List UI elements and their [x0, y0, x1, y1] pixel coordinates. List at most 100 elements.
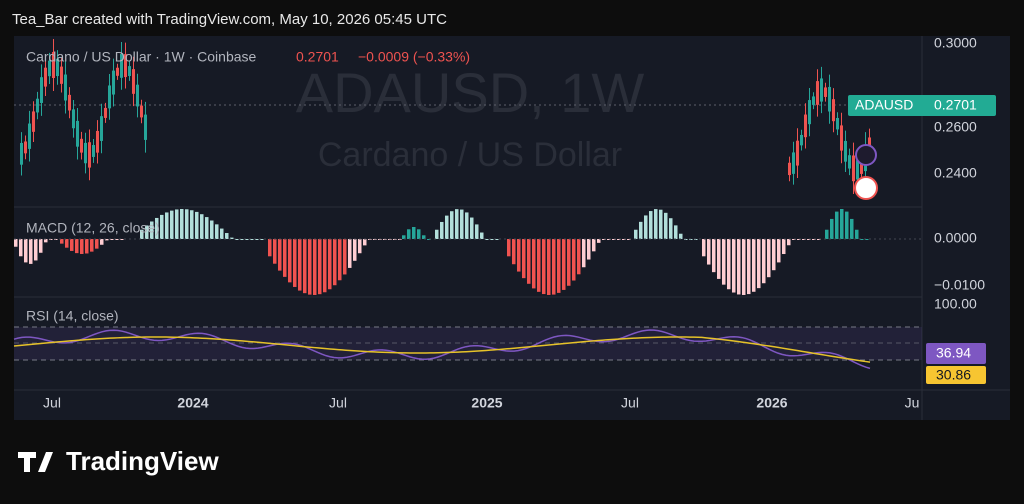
footer-logo: TradingView [66, 446, 219, 476]
macd-bar [527, 239, 531, 284]
macd-bar [328, 239, 332, 290]
candle-body [824, 87, 827, 97]
candle-body [812, 96, 815, 105]
rsi-tick: 100.00 [934, 296, 977, 312]
macd-bar [792, 239, 796, 240]
macd-bar [422, 235, 426, 239]
macd-bar [475, 224, 479, 239]
macd-tick: 0.0000 [934, 230, 977, 246]
macd-bar [160, 214, 164, 239]
candle-body [40, 77, 43, 103]
macd-bar [644, 215, 648, 239]
macd-bar [757, 239, 761, 289]
event-icon [855, 144, 877, 166]
candle-body [836, 117, 839, 130]
candle-body [84, 142, 87, 164]
macd-bar [34, 239, 38, 261]
candle-body [132, 69, 135, 94]
macd-bar [507, 239, 511, 257]
macd-bar [807, 239, 811, 240]
candle-body [36, 98, 39, 113]
macd-bar [450, 211, 454, 239]
macd-bar [772, 239, 776, 271]
price-tick: 0.3000 [934, 35, 977, 51]
candle-body [844, 140, 847, 162]
macd-bar [537, 239, 541, 292]
macd-bar [260, 239, 264, 240]
macd-bar [110, 239, 114, 240]
macd-bar [80, 239, 84, 254]
macd-bar [532, 239, 536, 289]
candle-body [796, 140, 799, 166]
watermark-ticker: ADAUSD, 1W [296, 61, 645, 124]
macd-bar [85, 239, 89, 254]
macd-bar [338, 239, 342, 281]
macd-bar [145, 225, 149, 239]
logo-icon [18, 452, 53, 472]
candle-body [24, 141, 27, 154]
macd-bar [175, 209, 179, 239]
macd-bar [140, 229, 144, 239]
macd-bar [727, 239, 731, 290]
macd-bar [634, 229, 638, 239]
rsi-label: RSI (14, close) [26, 308, 119, 324]
macd-bar [215, 224, 219, 239]
macd-bar [180, 209, 184, 239]
macd-bar [654, 209, 658, 239]
macd-bar [712, 239, 716, 273]
macd-bar [855, 229, 859, 239]
macd-bar [470, 217, 474, 239]
rsi-value: 36.94 [936, 345, 971, 361]
macd-bar [485, 239, 489, 240]
macd-bar [752, 239, 756, 292]
macd-bar [617, 239, 621, 240]
macd-bar [363, 239, 367, 246]
candle-body [816, 81, 819, 105]
candle-body [56, 58, 59, 77]
macd-bar [105, 239, 109, 241]
macd-bar [577, 239, 581, 275]
candle-body [112, 70, 115, 95]
candle-body [44, 67, 47, 87]
macd-bar [517, 239, 521, 272]
macd-bar [607, 239, 611, 240]
macd-bar [659, 209, 663, 239]
macd-bar [358, 239, 362, 254]
legend-change: −0.0009 (−0.33%) [358, 49, 470, 65]
macd-bar [417, 229, 421, 239]
macd-bar [115, 239, 119, 240]
candle-body [832, 99, 835, 122]
candle-body [64, 74, 67, 101]
macd-bar [70, 239, 74, 251]
macd-bar [480, 232, 484, 239]
candle-body [20, 142, 23, 165]
flag-icon [854, 176, 878, 200]
time-tick: Ju [905, 395, 920, 411]
macd-bar [44, 239, 48, 243]
macd-bar [210, 220, 214, 239]
price-label-ticker: ADAUSD [855, 97, 913, 113]
time-tick: Jul [43, 395, 61, 411]
macd-bar [19, 239, 23, 257]
candle-body [804, 114, 807, 138]
macd-bar [343, 239, 347, 275]
price-label-box [848, 95, 996, 116]
macd-bar [722, 239, 726, 285]
candle-body [68, 94, 71, 111]
macd-bar [737, 239, 741, 295]
macd-bar [597, 239, 601, 243]
candle-body [52, 52, 55, 79]
macd-bar [512, 239, 516, 265]
macd-bar [29, 239, 33, 264]
macd-bar [240, 239, 244, 240]
macd-bar [495, 239, 499, 240]
macd-bar [318, 239, 322, 295]
macd-bar [679, 233, 683, 239]
rsi-value-box [926, 343, 986, 364]
candle-body [120, 53, 123, 78]
candle-body [848, 155, 851, 169]
macd-bar [445, 215, 449, 239]
legend-price: 0.2701 [296, 49, 339, 65]
candle-body [104, 107, 107, 118]
candle-body [28, 123, 31, 149]
